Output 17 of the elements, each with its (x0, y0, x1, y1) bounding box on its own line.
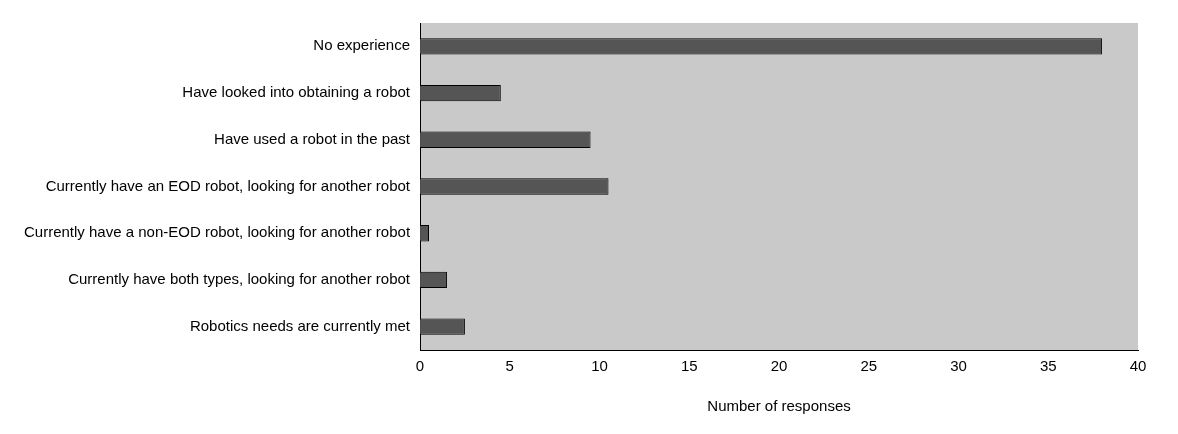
x-tick-label: 0 (415, 357, 425, 375)
x-tick-label: 35 (1039, 357, 1057, 375)
y-tick-label: No experience (313, 36, 411, 54)
y-tick-label: Currently have a non-EOD robot, looking for another robot (24, 223, 411, 241)
x-tick-label: 5 (505, 357, 514, 375)
y-tick-label: Currently have both types, looking for another robot (68, 270, 411, 288)
x-tick-label: 30 (950, 357, 967, 375)
y-tick-label: Have looked into obtaining a robot (182, 83, 411, 101)
x-tick-label: 40 (1129, 357, 1147, 375)
x-tick-label: 25 (860, 357, 878, 375)
x-tick-label: 10 (591, 357, 608, 375)
x-tick-label: 15 (680, 357, 698, 375)
y-tick-label: Have used a robot in the past (214, 129, 411, 147)
x-tick-label: 20 (770, 357, 788, 375)
y-tick-label: Currently have an EOD robot, looking for another robot (45, 176, 411, 194)
y-tick-label: Robotics needs are currently met (189, 316, 411, 334)
x-axis-title: Number of responses (707, 397, 851, 415)
